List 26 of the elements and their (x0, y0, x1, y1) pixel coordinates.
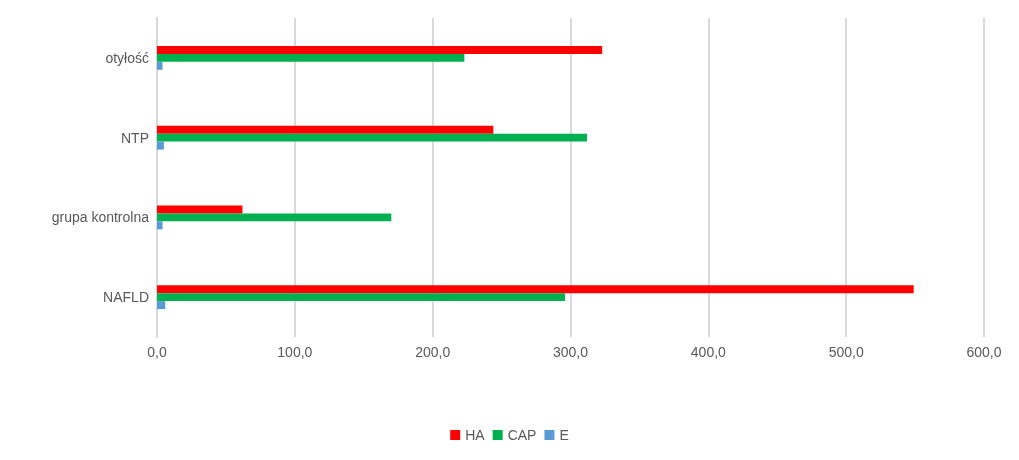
bar (157, 125, 494, 134)
x-tick-label: 100,0 (277, 344, 313, 360)
bar (157, 205, 243, 214)
bar (157, 293, 565, 302)
bar (157, 301, 166, 310)
bar (157, 53, 465, 62)
bar (157, 133, 588, 142)
bar (157, 221, 163, 230)
legend-label: CAP (507, 427, 537, 443)
x-tick-label: 200,0 (415, 344, 451, 360)
x-tick-label: 0,0 (147, 344, 167, 360)
y-tick-label: NAFLD (103, 289, 149, 306)
legend-label: HA (465, 427, 486, 443)
legend-label: E (559, 427, 569, 443)
bar (157, 61, 163, 70)
bar (157, 141, 164, 150)
x-tick-label: 400,0 (690, 344, 727, 360)
y-tick-label: NTP (121, 129, 149, 146)
y-tick-label: otyłość (105, 49, 149, 66)
bar (157, 285, 914, 294)
bar (157, 213, 392, 222)
bar (157, 45, 603, 54)
x-tick-label: 500,0 (828, 344, 864, 360)
x-tick-label: 600,0 (966, 344, 1002, 360)
y-tick-label: grupa kontrolna (51, 209, 150, 226)
x-tick-label: 300,0 (552, 344, 589, 360)
